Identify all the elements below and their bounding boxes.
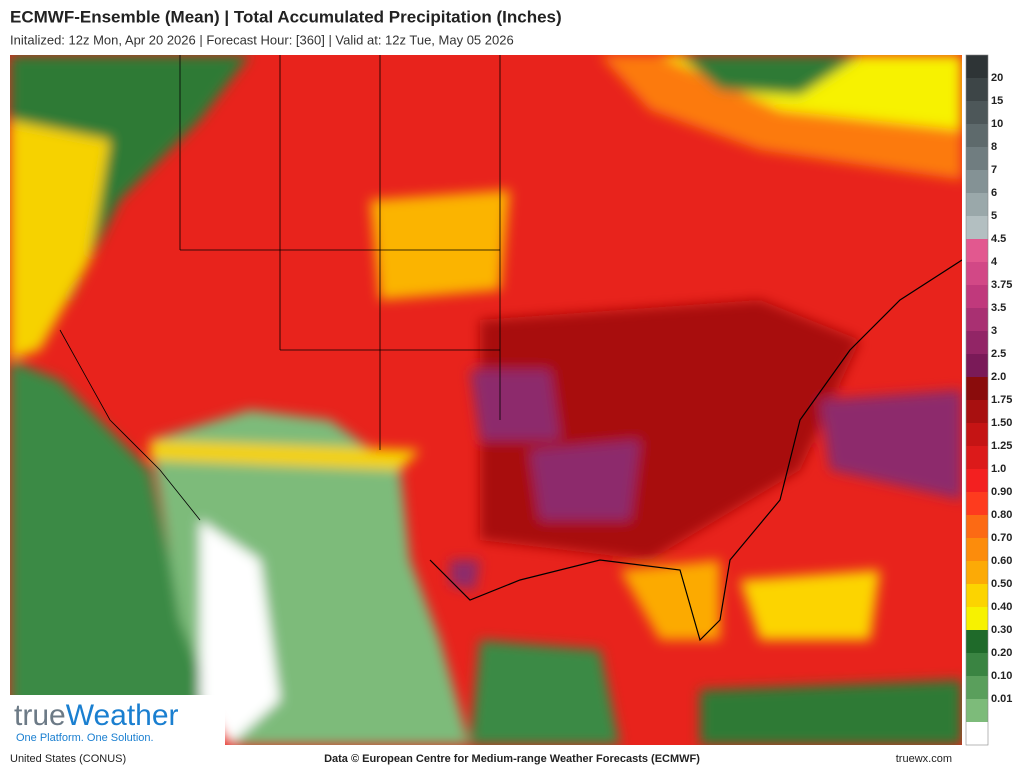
map: [10, 55, 962, 745]
legend-swatch: [966, 515, 988, 539]
legend-swatch: [966, 124, 988, 148]
legend-swatch: [966, 331, 988, 355]
legend-label: 1.75: [991, 394, 1012, 406]
title: ECMWF-Ensemble (Mean) | Total Accumulate…: [10, 7, 562, 26]
footer-region: United States (CONUS): [10, 753, 126, 765]
legend-swatch: [966, 607, 988, 631]
legend-swatch: [966, 78, 988, 102]
legend-swatch: [966, 699, 988, 723]
legend-swatch: [966, 446, 988, 470]
legend-border: [965, 54, 989, 746]
legend-label: 10: [991, 118, 1003, 130]
legend-swatch: [966, 354, 988, 378]
logo-part: Weather: [66, 699, 179, 732]
logo-tagline: One Platform. One Solution.: [16, 732, 154, 744]
legend-label: 8: [991, 141, 997, 153]
legend-swatch: [966, 193, 988, 217]
legend-swatch: [966, 676, 988, 700]
legend: 20 15 10 8 7 6 5 4.5 4 3.75 3.5 3 2.5 2.0 1.75 1.50 1.25…: [965, 54, 1012, 746]
logo-part: true: [14, 699, 66, 732]
legend-swatch: [966, 147, 988, 171]
legend-swatch: [966, 538, 988, 562]
footer-source: Data © European Centre for Medium-range …: [324, 753, 700, 765]
legend-swatch: [966, 285, 988, 309]
legend-label: 0.30: [991, 624, 1012, 636]
legend-label: 2.0: [991, 371, 1006, 383]
legend-label: 15: [991, 95, 1003, 107]
logo-box: [10, 695, 225, 745]
footer-site: truewx.com: [896, 753, 952, 765]
subtitle: Initalized: 12z Mon, Apr 20 2026 | Forec…: [10, 32, 514, 47]
legend-swatch: [966, 400, 988, 424]
legend-label: 5: [991, 210, 997, 222]
legend-swatch: [966, 561, 988, 585]
legend-swatch: [966, 101, 988, 125]
legend-swatch: [966, 239, 988, 263]
legend-label: 3: [991, 325, 997, 337]
logo: trueWeather: [14, 699, 179, 732]
legend-swatch: [966, 653, 988, 677]
legend-label: 20: [991, 72, 1003, 84]
legend-label: 0.50: [991, 578, 1012, 590]
legend-label: 1.0: [991, 463, 1006, 475]
legend-swatch: [966, 377, 988, 401]
legend-swatch: [966, 262, 988, 286]
legend-label: 0.60: [991, 555, 1012, 567]
legend-label: 4: [991, 256, 998, 268]
legend-label: 3.75: [991, 279, 1012, 291]
legend-swatch: [966, 216, 988, 240]
legend-swatch: [966, 722, 988, 746]
legend-swatch: [966, 55, 988, 79]
legend-swatch: [966, 492, 988, 516]
legend-label: 6: [991, 187, 997, 199]
legend-label: 0.10: [991, 670, 1012, 682]
legend-label: 0.80: [991, 509, 1012, 521]
legend-swatch: [966, 308, 988, 332]
legend-label: 0.20: [991, 647, 1012, 659]
legend-swatch: [966, 469, 988, 493]
legend-label: 0.01: [991, 693, 1012, 705]
legend-swatch: [966, 423, 988, 447]
legend-swatch: [966, 630, 988, 654]
legend-label: 0.70: [991, 532, 1012, 544]
legend-label: 0.40: [991, 601, 1012, 613]
legend-label: 7: [991, 164, 997, 176]
legend-label: 1.50: [991, 417, 1012, 429]
legend-label: 4.5: [991, 233, 1006, 245]
legend-label: 0.90: [991, 486, 1012, 498]
legend-swatch: [966, 170, 988, 194]
legend-label: 1.25: [991, 440, 1012, 452]
legend-label: 3.5: [991, 302, 1006, 314]
legend-swatch: [966, 584, 988, 608]
legend-label: 2.5: [991, 348, 1006, 360]
